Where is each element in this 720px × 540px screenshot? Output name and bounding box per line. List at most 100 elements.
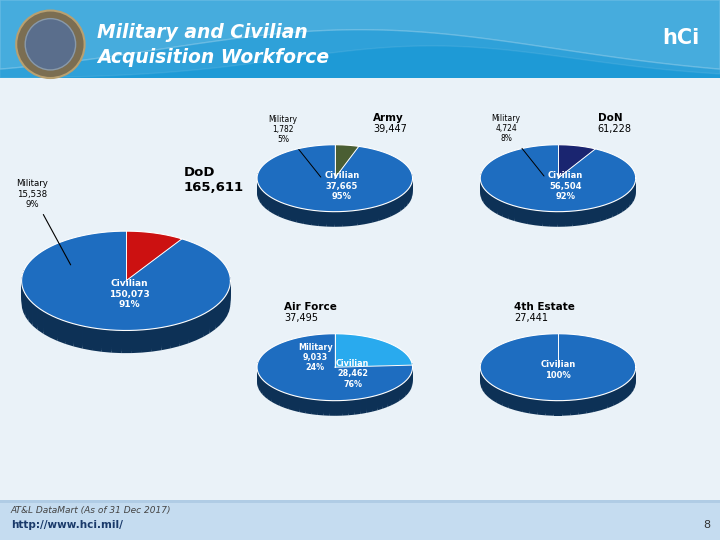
Polygon shape [279, 390, 284, 395]
Polygon shape [265, 193, 269, 207]
Polygon shape [554, 401, 562, 408]
Polygon shape [535, 210, 542, 224]
Text: Civilian
100%: Civilian 100% [541, 360, 575, 380]
Polygon shape [278, 201, 284, 219]
Polygon shape [492, 385, 497, 390]
Polygon shape [311, 210, 319, 212]
Polygon shape [258, 183, 259, 198]
Polygon shape [485, 379, 488, 386]
Polygon shape [578, 399, 586, 415]
Polygon shape [622, 194, 626, 201]
Polygon shape [410, 184, 412, 198]
Polygon shape [629, 188, 632, 204]
Polygon shape [257, 334, 413, 401]
Polygon shape [227, 288, 229, 316]
Polygon shape [22, 285, 23, 295]
Polygon shape [485, 379, 488, 393]
Polygon shape [294, 396, 300, 401]
Polygon shape [358, 209, 365, 214]
Polygon shape [626, 191, 629, 206]
Polygon shape [515, 395, 522, 398]
Polygon shape [350, 210, 358, 217]
Polygon shape [594, 395, 601, 412]
Polygon shape [372, 206, 379, 219]
Polygon shape [23, 289, 25, 313]
Polygon shape [586, 397, 594, 406]
Polygon shape [342, 211, 350, 223]
Polygon shape [626, 191, 629, 207]
Polygon shape [482, 375, 485, 386]
Polygon shape [43, 311, 50, 328]
Polygon shape [342, 400, 348, 407]
Polygon shape [227, 288, 229, 310]
Polygon shape [403, 381, 405, 399]
Polygon shape [258, 183, 259, 200]
Polygon shape [411, 370, 412, 376]
Polygon shape [290, 206, 297, 214]
Polygon shape [631, 375, 634, 394]
Polygon shape [410, 373, 411, 377]
Polygon shape [227, 288, 229, 305]
Polygon shape [412, 180, 413, 188]
Polygon shape [37, 307, 43, 330]
Polygon shape [278, 201, 284, 218]
Polygon shape [613, 200, 618, 206]
Polygon shape [521, 208, 528, 217]
Polygon shape [220, 298, 224, 318]
Polygon shape [634, 372, 635, 383]
Polygon shape [613, 200, 618, 213]
Polygon shape [521, 208, 528, 221]
Polygon shape [480, 181, 482, 195]
Text: DoD: DoD [184, 166, 215, 179]
Polygon shape [311, 399, 318, 405]
Polygon shape [265, 382, 268, 400]
Polygon shape [29, 299, 32, 324]
Polygon shape [515, 395, 522, 409]
Polygon shape [631, 375, 634, 386]
Polygon shape [304, 209, 311, 214]
Text: Civilian
150,073
91%: Civilian 150,073 91% [109, 279, 150, 309]
Polygon shape [161, 326, 171, 345]
Polygon shape [259, 186, 262, 202]
Polygon shape [412, 173, 413, 191]
Polygon shape [311, 210, 319, 220]
Polygon shape [220, 298, 224, 321]
Polygon shape [405, 190, 408, 199]
Polygon shape [498, 199, 503, 213]
Polygon shape [503, 202, 508, 206]
Polygon shape [550, 212, 557, 227]
Polygon shape [613, 200, 618, 216]
Polygon shape [318, 400, 323, 407]
Polygon shape [618, 197, 622, 204]
Polygon shape [265, 382, 268, 386]
Polygon shape [400, 383, 403, 401]
Polygon shape [578, 399, 586, 403]
Polygon shape [410, 184, 412, 202]
Polygon shape [613, 388, 619, 393]
Polygon shape [515, 395, 522, 402]
Polygon shape [73, 324, 83, 347]
Polygon shape [626, 191, 629, 200]
Polygon shape [528, 209, 535, 223]
Polygon shape [481, 172, 482, 187]
Polygon shape [613, 388, 619, 392]
Polygon shape [400, 383, 403, 387]
Text: Military
15,538
9%: Military 15,538 9% [17, 179, 71, 265]
Polygon shape [112, 330, 122, 353]
Polygon shape [411, 370, 412, 388]
Polygon shape [578, 399, 586, 412]
Polygon shape [83, 326, 92, 343]
Polygon shape [608, 390, 613, 408]
Polygon shape [542, 211, 550, 217]
Polygon shape [171, 323, 180, 328]
Polygon shape [58, 318, 66, 323]
Polygon shape [323, 400, 330, 404]
Polygon shape [632, 185, 634, 202]
Polygon shape [319, 211, 327, 218]
Polygon shape [557, 212, 565, 219]
Polygon shape [330, 401, 336, 413]
Polygon shape [570, 400, 578, 402]
Polygon shape [379, 204, 385, 211]
Text: 37,495: 37,495 [284, 313, 318, 322]
Polygon shape [554, 401, 562, 406]
